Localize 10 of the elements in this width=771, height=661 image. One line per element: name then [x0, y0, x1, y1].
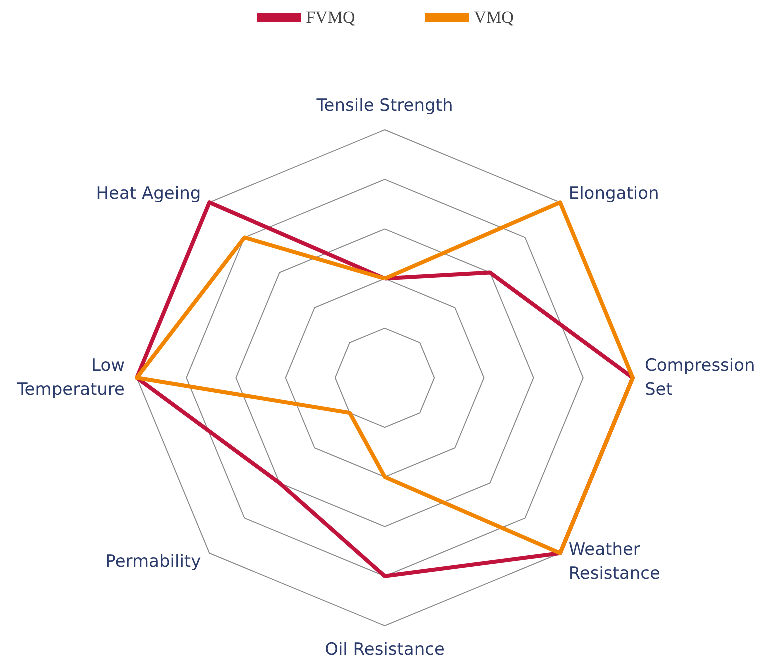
- spoke-label: Tensile Strength: [316, 96, 454, 116]
- spoke-label: Elongation: [568, 184, 660, 204]
- spoke-label: Weather Resistance: [568, 540, 660, 584]
- spoke-label: Low Temperature: [16, 356, 126, 400]
- spoke-label: Compression Set: [645, 356, 756, 400]
- spoke-label: Heat Ageing: [96, 184, 202, 204]
- spoke-label: Oil Resistance: [325, 640, 445, 660]
- legend-label: FVMQ: [306, 8, 356, 27]
- spoke-label: Permability: [106, 552, 202, 572]
- legend-label: VMQ: [474, 8, 514, 27]
